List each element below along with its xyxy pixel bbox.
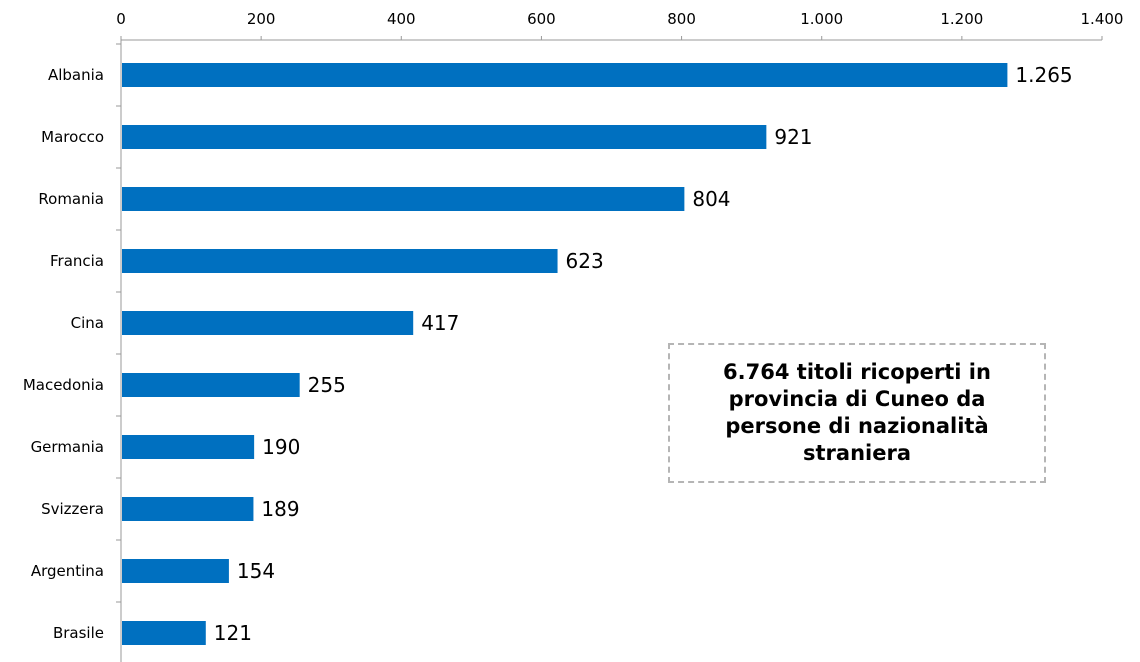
data-label: 804 [692, 187, 730, 211]
data-label: 190 [262, 435, 300, 459]
x-tick-label: 1.400 [1081, 10, 1124, 28]
x-tick-label: 400 [387, 10, 416, 28]
category-label: Albania [48, 66, 104, 84]
bars: Albania 1.265 Marocco 921 Romania 804 Francia 6… [23, 63, 1073, 645]
data-label: 121 [214, 621, 252, 645]
category-label: Cina [71, 314, 104, 332]
x-tick-label: 1.200 [940, 10, 983, 28]
bar [122, 435, 255, 459]
data-label: 255 [308, 373, 346, 397]
value-axis: 0 200 400 600 800 1.000 1.200 1.400 [116, 10, 1123, 662]
bar [122, 249, 558, 273]
bar [122, 559, 229, 583]
data-label: 921 [774, 125, 812, 149]
category-label: Macedonia [23, 376, 104, 394]
data-label: 189 [261, 497, 299, 521]
data-label: 417 [421, 311, 459, 335]
bar [122, 621, 206, 645]
category-label: Brasile [53, 624, 104, 642]
data-label: 1.265 [1015, 63, 1072, 87]
category-label: Marocco [41, 128, 104, 146]
category-label: Romania [38, 190, 104, 208]
x-tick-label: 0 [116, 10, 126, 28]
bar [122, 187, 685, 211]
bar [122, 125, 767, 149]
bar [122, 373, 300, 397]
data-label: 154 [237, 559, 275, 583]
x-tick-label: 1.000 [800, 10, 843, 28]
category-label: Svizzera [41, 500, 104, 518]
x-tick-label: 800 [667, 10, 696, 28]
category-label: Argentina [31, 562, 104, 580]
summary-annotation: 6.764 titoli ricoperti in provincia di C… [668, 343, 1046, 483]
category-label: Francia [50, 252, 104, 270]
bar [122, 497, 254, 521]
bar [122, 311, 414, 335]
bar [122, 63, 1008, 87]
x-tick-label: 200 [247, 10, 276, 28]
category-label: Germania [31, 438, 104, 456]
data-label: 623 [566, 249, 604, 273]
x-tick-label: 600 [527, 10, 556, 28]
